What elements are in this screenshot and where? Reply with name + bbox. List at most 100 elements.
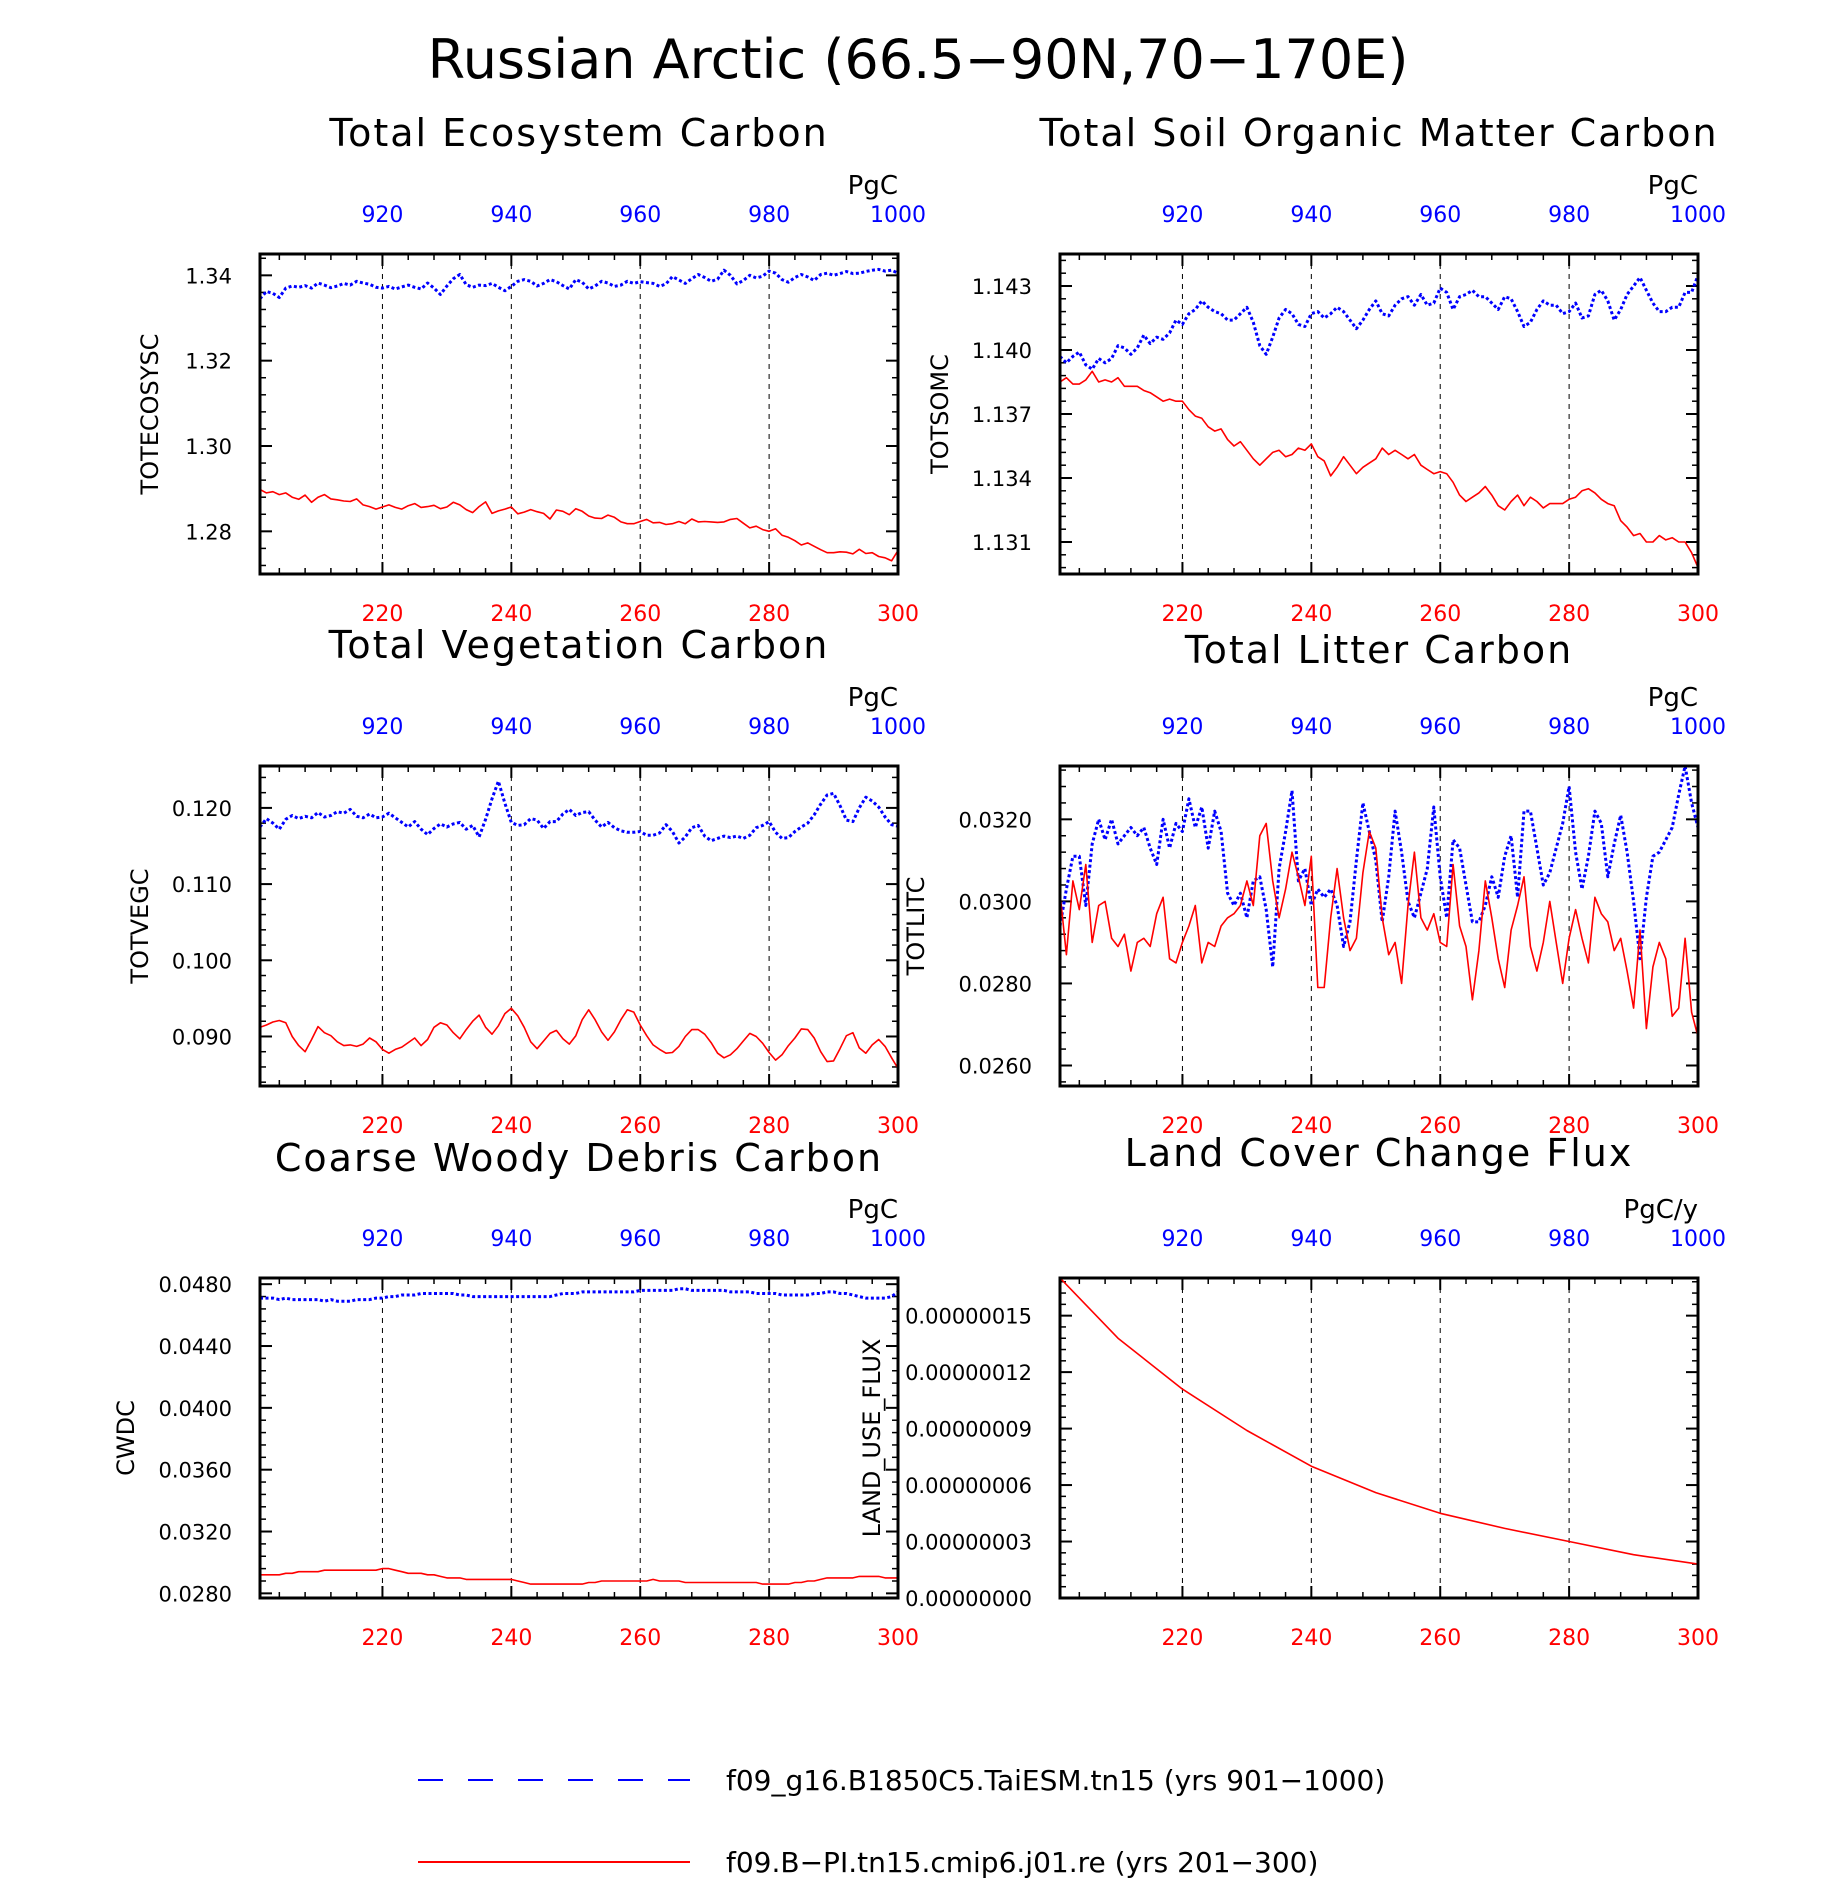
series-line-blue: [260, 1287, 898, 1303]
x-tick-label-bottom: 240: [1290, 602, 1332, 627]
series-line-blue: [1060, 766, 1698, 969]
panel-3: Total Vegetation Carbon PgC TOTVEGC 220 240 2…: [126, 623, 926, 1139]
panel-4: Total Litter Carbon PgC TOTLITC 220 240 260 28…: [902, 628, 1726, 1139]
series-line-red: [260, 488, 898, 562]
x-tick-label-bottom: 220: [361, 1626, 403, 1651]
legend: f09_g16.B1850C5.TaiESM.tn15 (yrs 901−100…: [418, 1764, 1385, 1879]
panel-2: Total Soil Organic Matter Carbon PgC TOTSO…: [926, 111, 1726, 627]
x-tick-label-bottom: 300: [1677, 1114, 1719, 1139]
units-label: PgC: [848, 1195, 898, 1225]
x-tick-label-bottom: 280: [748, 602, 790, 627]
y-tick-label: 1.143: [972, 275, 1032, 299]
x-tick-label-top: 940: [490, 1227, 532, 1252]
plot-frame: [258, 1276, 900, 1600]
x-tick-label-bottom: 240: [1290, 1626, 1332, 1651]
y-axis-label: CWDC: [112, 1400, 140, 1476]
legend-label-solid: f09.B−PI.tn15.cmip6.j01.re (yrs 201−300): [726, 1846, 1318, 1879]
plot-frame: [258, 252, 900, 576]
y-axis-label: LAND_USE_FLUX: [858, 1339, 886, 1538]
y-tick-label: 1.134: [972, 467, 1032, 491]
y-tick-label: 1.140: [972, 339, 1032, 363]
units-label: PgC: [1648, 171, 1698, 201]
series-line-red: [1060, 370, 1698, 568]
x-tick-label-top: 1000: [1670, 203, 1726, 228]
x-tick-label-bottom: 220: [1161, 602, 1203, 627]
x-tick-label-bottom: 240: [490, 1114, 532, 1139]
x-tick-label-top: 940: [1290, 203, 1332, 228]
x-tick-label-bottom: 260: [1419, 1626, 1461, 1651]
x-tick-label-top: 960: [619, 1227, 661, 1252]
y-tick-label: 0.100: [172, 949, 232, 973]
y-tick-label: 0.0280: [959, 972, 1032, 996]
y-tick-label: 0.120: [172, 797, 232, 821]
x-tick-label-top: 1000: [1670, 1227, 1726, 1252]
series-line-red: [260, 1567, 898, 1585]
y-tick-label: 1.131: [972, 531, 1032, 555]
plot-frame: [1058, 764, 1700, 1088]
x-tick-label-bottom: 220: [1161, 1626, 1203, 1651]
y-tick-label: 0.0360: [159, 1459, 232, 1483]
y-tick-label: 0.00000000: [905, 1587, 1032, 1611]
panel-title: Land Cover Change Flux: [1125, 1131, 1634, 1175]
y-tick-label: 0.0260: [959, 1054, 1032, 1078]
series-line-red: [1060, 822, 1698, 1038]
units-label: PgC: [848, 171, 898, 201]
plot-frame: [1058, 1276, 1700, 1600]
panel-title: Coarse Woody Debris Carbon: [275, 1136, 883, 1180]
y-tick-label: 0.00000003: [905, 1531, 1032, 1555]
x-tick-label-top: 920: [361, 203, 403, 228]
y-tick-label: 0.0440: [159, 1335, 232, 1359]
x-tick-label-bottom: 240: [1290, 1114, 1332, 1139]
y-tick-label: 1.137: [972, 403, 1032, 427]
units-label: PgC: [1648, 683, 1698, 713]
y-tick-label: 0.00000015: [905, 1305, 1032, 1329]
x-tick-label-top: 920: [361, 1227, 403, 1252]
x-tick-label-bottom: 300: [1677, 602, 1719, 627]
panel-title: Total Soil Organic Matter Carbon: [1038, 111, 1718, 155]
x-tick-label-top: 980: [748, 1227, 790, 1252]
x-tick-label-bottom: 280: [1548, 602, 1590, 627]
panel-5: Coarse Woody Debris Carbon PgC CWDC 220 240 2…: [112, 1136, 926, 1651]
panel-title: Total Ecosystem Carbon: [328, 111, 828, 155]
series-line-blue: [1060, 274, 1698, 371]
y-axis-label: TOTVEGC: [126, 868, 154, 984]
y-tick-label: 1.30: [185, 435, 232, 459]
y-tick-label: 0.110: [172, 873, 232, 897]
y-tick-label: 0.090: [172, 1025, 232, 1049]
panel-6: Land Cover Change Flux PgC/y LAND_USE_FLUX…: [858, 1131, 1726, 1651]
y-axis-label: TOTSOMC: [926, 354, 954, 475]
x-tick-label-top: 940: [1290, 1227, 1332, 1252]
x-tick-label-bottom: 300: [877, 602, 919, 627]
x-tick-label-bottom: 280: [748, 1626, 790, 1651]
y-tick-label: 0.00000012: [905, 1361, 1032, 1385]
x-tick-label-top: 940: [490, 715, 532, 740]
x-tick-label-bottom: 280: [1548, 1626, 1590, 1651]
x-tick-label-top: 980: [1548, 1227, 1590, 1252]
x-tick-label-bottom: 260: [619, 1626, 661, 1651]
x-tick-label-top: 920: [1161, 203, 1203, 228]
y-tick-label: 0.0400: [159, 1397, 232, 1421]
x-tick-label-bottom: 300: [877, 1626, 919, 1651]
y-tick-label: 1.32: [185, 350, 232, 374]
x-tick-label-top: 980: [748, 715, 790, 740]
x-tick-label-top: 920: [1161, 1227, 1203, 1252]
x-tick-label-top: 920: [1161, 715, 1203, 740]
x-tick-label-top: 960: [1419, 203, 1461, 228]
x-tick-label-top: 940: [1290, 715, 1332, 740]
x-tick-label-top: 960: [1419, 715, 1461, 740]
x-tick-label-top: 1000: [870, 715, 926, 740]
figure-title: Russian Arctic (66.5−90N,70−170E): [428, 28, 1409, 91]
x-tick-label-bottom: 220: [361, 1114, 403, 1139]
panel-grid: Total Ecosystem Carbon PgC TOTECOSYSC 220 24…: [112, 111, 1726, 1651]
y-tick-label: 0.0320: [159, 1521, 232, 1545]
y-axis-label: TOTLITC: [902, 877, 930, 977]
series-line-red: [260, 1007, 898, 1069]
x-tick-label-top: 980: [1548, 203, 1590, 228]
series-line-blue: [260, 267, 898, 300]
legend-label-dashed: f09_g16.B1850C5.TaiESM.tn15 (yrs 901−100…: [726, 1764, 1385, 1797]
x-tick-label-bottom: 280: [1548, 1114, 1590, 1139]
panel-1: Total Ecosystem Carbon PgC TOTECOSYSC 220 24…: [136, 111, 926, 627]
x-tick-label-top: 1000: [1670, 715, 1726, 740]
series-line-red: [1060, 1278, 1698, 1565]
